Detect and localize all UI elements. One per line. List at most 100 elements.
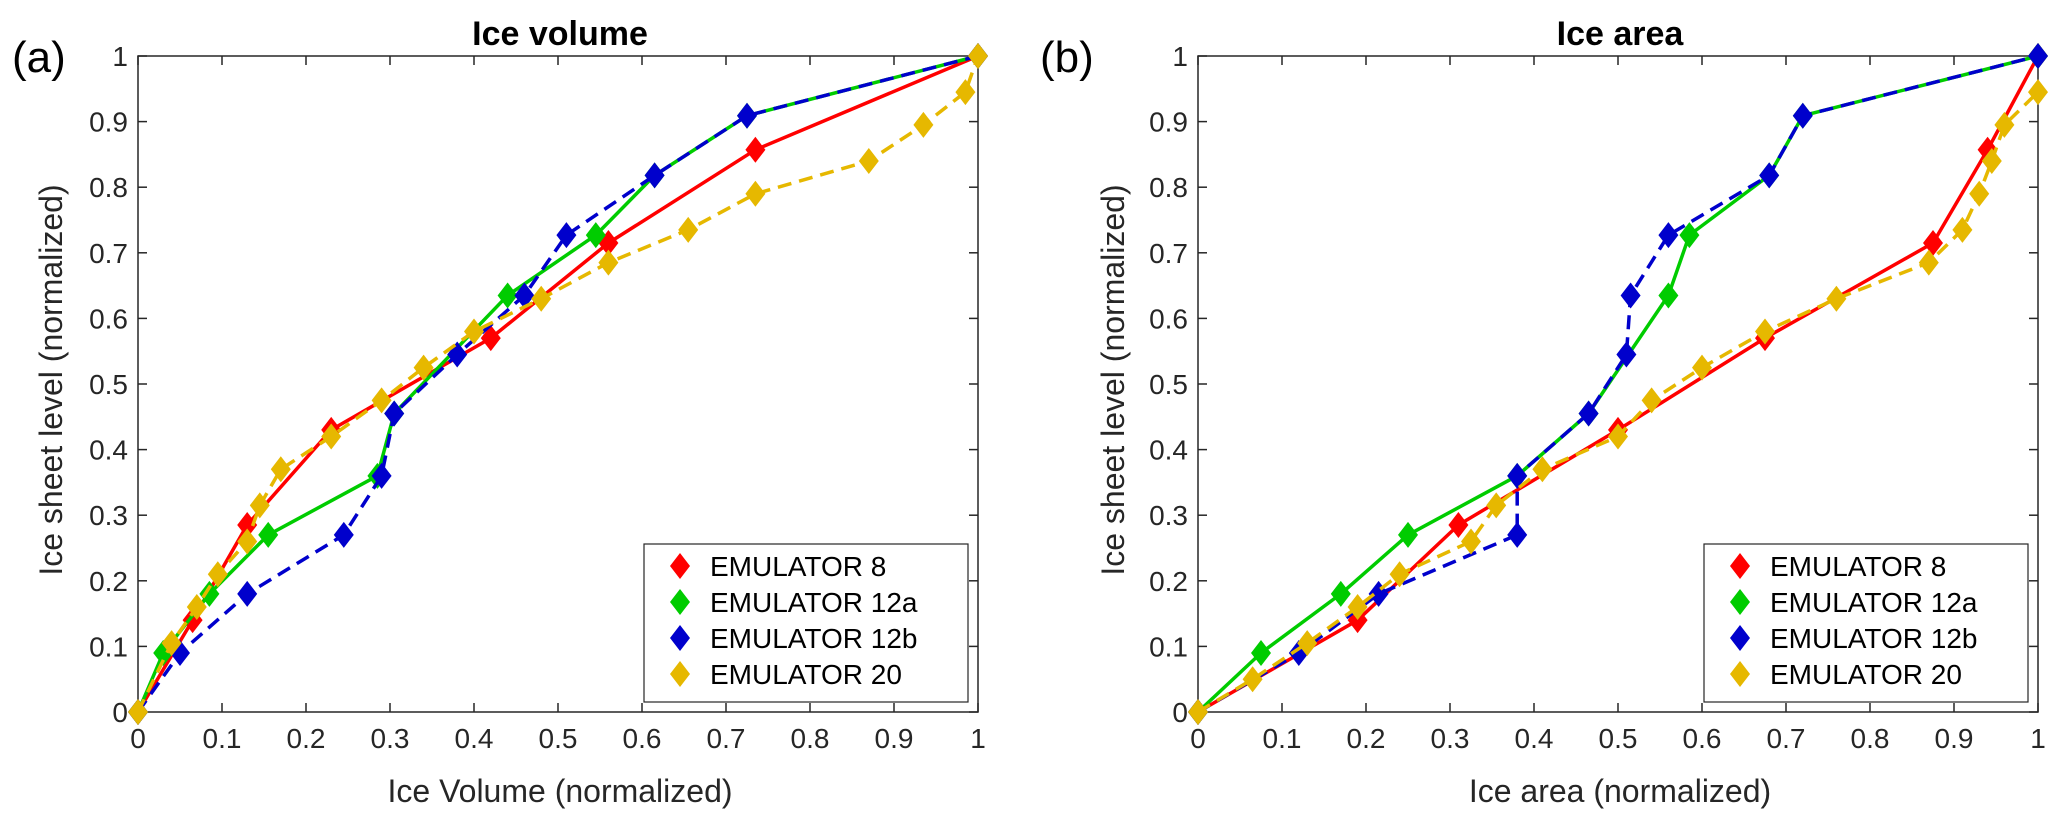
data-point: [737, 102, 757, 129]
data-point: [1616, 341, 1637, 368]
series-line: [1197, 54, 2039, 714]
plot-area: 0 0.1 0.2 0.3 0.4 0.5 0.6 0.7 0.8 0.9 1 0 0.1 0.2 0.3 0…: [89, 41, 988, 754]
legend-item-emulator-8: EMULATOR 8: [670, 551, 886, 582]
data-point: [237, 580, 258, 607]
legend-item-emulator-8: EMULATOR 8: [1730, 551, 1946, 582]
data-point: [745, 136, 766, 163]
x-tick-label: 0.4: [455, 723, 494, 754]
legend-box: [1703, 543, 2029, 703]
y-tick-label: 0.2: [1149, 566, 1188, 597]
data-point: [1918, 249, 1939, 276]
x-tick-label: 0.5: [539, 723, 578, 754]
data-point: [514, 282, 535, 309]
y-tick-label: 0.3: [1149, 500, 1188, 531]
legend-item-emulator-20: EMULATOR 20: [670, 659, 902, 690]
y-tick-label: 1: [112, 41, 128, 72]
data-point: [745, 180, 766, 207]
data-point: [258, 521, 279, 548]
data-point: [237, 528, 258, 555]
data-point: [371, 387, 392, 414]
data-point: [1692, 354, 1712, 381]
x-tick-label: 0.3: [371, 723, 410, 754]
x-tick-label: 0.1: [203, 723, 242, 754]
legend-label: EMULATOR 12b: [710, 623, 917, 654]
data-point: [199, 580, 220, 607]
legend-item-emulator-12a: EMULATOR 12a: [1730, 587, 1978, 618]
x-tick-label: 0.3: [1431, 723, 1470, 754]
x-tick-label: 0.1: [1263, 723, 1302, 754]
x-tick-label: 0.7: [707, 723, 746, 754]
y-tick-label: 0.4: [1149, 435, 1188, 466]
x-tick-label: 0.4: [1515, 723, 1554, 754]
data-point: [644, 162, 665, 189]
data-point: [598, 249, 619, 276]
chart-title: Ice area: [1557, 15, 1685, 53]
x-tick-label: 1: [2030, 723, 2046, 754]
data-point: [1658, 222, 1679, 249]
data-point: [1981, 147, 2002, 174]
data-point: [413, 354, 434, 381]
data-point: [1994, 111, 2015, 138]
legend-marker: [1730, 553, 1750, 579]
data-point: [1826, 285, 1847, 312]
x-tick-label: 1: [970, 723, 986, 754]
x-tick-label: 0.7: [1767, 723, 1806, 754]
legend-label: EMULATOR 12a: [1770, 587, 1978, 618]
y-axis-label: Ice sheet level (normalized): [1095, 184, 1131, 575]
data-point: [1461, 528, 1481, 555]
y-tick-label: 0.8: [89, 172, 128, 203]
x-tick-label: 0.2: [1347, 723, 1386, 754]
panel-ice-volume: (a) Ice volume 0 0.1 0.2 0.3 0.4 0.5 0.6 0.7 0.8…: [12, 15, 988, 809]
data-point: [1969, 180, 1990, 207]
x-axis-label: Ice area (normalized): [1469, 773, 1771, 809]
panel-label: (b): [1040, 33, 1094, 82]
data-point: [1242, 666, 1263, 693]
data-point: [1330, 580, 1351, 607]
data-point: [161, 630, 182, 657]
legend: EMULATOR 8 EMULATOR 12a EMULATOR 12b EMULAT…: [643, 543, 969, 703]
legend-label: EMULATOR 20: [1770, 659, 1962, 690]
x-axis-label: Ice Volume (normalized): [387, 773, 732, 809]
data-point: [1792, 102, 1813, 129]
data-point: [913, 111, 934, 138]
data-point: [497, 282, 518, 309]
series-line: [1197, 55, 2040, 714]
x-tick-label: 0.2: [287, 723, 326, 754]
legend-label: EMULATOR 12a: [710, 587, 918, 618]
data-point: [464, 318, 484, 345]
data-point: [1251, 639, 1271, 666]
data-point: [1297, 630, 1318, 657]
y-tick-label: 0.7: [1149, 238, 1188, 269]
y-axis-label: Ice sheet level (normalized): [33, 184, 69, 575]
data-point: [1759, 162, 1780, 189]
legend-marker: [670, 625, 690, 651]
legend-marker: [670, 553, 690, 579]
y-tick-label: 0.5: [89, 369, 128, 400]
y-tick-label: 0.1: [1149, 631, 1188, 662]
data-point: [1347, 594, 1368, 621]
legend-marker: [1730, 589, 1750, 615]
data-point: [2028, 79, 2048, 106]
y-tick-label: 0: [1172, 697, 1188, 728]
legend-marker: [670, 661, 690, 687]
legend-marker: [670, 589, 690, 615]
data-point: [1923, 229, 1943, 256]
legend-marker: [1730, 661, 1750, 687]
data-point: [237, 512, 258, 539]
legend-item-emulator-12b: EMULATOR 12b: [670, 623, 917, 654]
data-point: [321, 423, 342, 450]
data-point: [1398, 521, 1418, 548]
data-point: [270, 456, 291, 483]
data-point: [249, 492, 270, 519]
data-point: [1486, 492, 1507, 519]
data-point: [1448, 512, 1469, 539]
y-tick-label: 0.6: [89, 303, 128, 334]
legend-label: EMULATOR 20: [710, 659, 902, 690]
legend: EMULATOR 8 EMULATOR 12a EMULATOR 12b EMULAT…: [1703, 543, 2029, 703]
data-point: [1620, 282, 1641, 309]
data-point: [1507, 521, 1528, 548]
panel-label: (a): [12, 33, 66, 82]
x-tick-label: 0.6: [1683, 723, 1722, 754]
series-emulator-20: [1188, 79, 2048, 725]
